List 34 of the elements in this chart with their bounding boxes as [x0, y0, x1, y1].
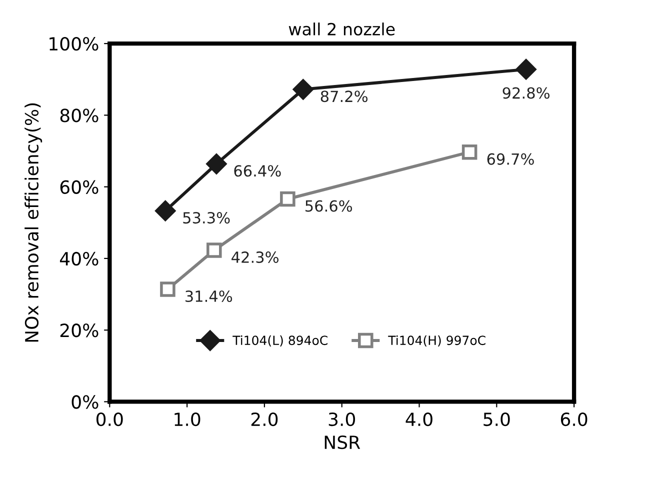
legend-label: Ti104(H) 997oC — [388, 335, 486, 347]
x-tick-label: 5.0 — [484, 412, 510, 426]
data-label: 56.6% — [306, 200, 352, 212]
x-tick-label: 0.0 — [96, 412, 123, 426]
point — [292, 79, 314, 100]
x-tick-label: 1.0 — [174, 412, 200, 426]
x-tick-label: 6.0 — [560, 412, 588, 426]
point — [462, 144, 478, 160]
y-tick-label: 20% — [60, 324, 98, 338]
data-label: 31.4% — [186, 290, 232, 302]
y-tick-label: 80% — [60, 108, 98, 122]
x-tick-label: 3.0 — [328, 412, 356, 426]
legend-label: Ti104(L) 894oC — [232, 335, 328, 347]
point — [516, 59, 536, 80]
data-label: 69.7% — [487, 153, 534, 165]
chart-title: wall 2 nozzle — [288, 22, 395, 36]
x-tick-label: 4.0 — [406, 412, 432, 426]
y-tick-label: 0% — [72, 395, 98, 409]
data-label: 66.4% — [234, 165, 281, 177]
data-label: 92.8% — [502, 87, 550, 99]
y-tick-label: 60% — [60, 180, 98, 194]
point — [206, 242, 222, 258]
x-axis-title: NSR — [324, 435, 360, 450]
data-label: 87.2% — [320, 90, 368, 102]
data-label: 53.3% — [183, 212, 230, 224]
data-label: 42.3% — [232, 251, 278, 263]
point — [160, 282, 176, 297]
y-tick-label: 40% — [60, 252, 98, 266]
point — [206, 154, 227, 174]
point — [280, 191, 296, 207]
x-tick-label: 2.0 — [251, 412, 278, 426]
y-tick-label: 100% — [50, 37, 98, 51]
y-axis-title: NOx removal efficiency(%) — [24, 103, 42, 342]
point — [155, 200, 176, 222]
